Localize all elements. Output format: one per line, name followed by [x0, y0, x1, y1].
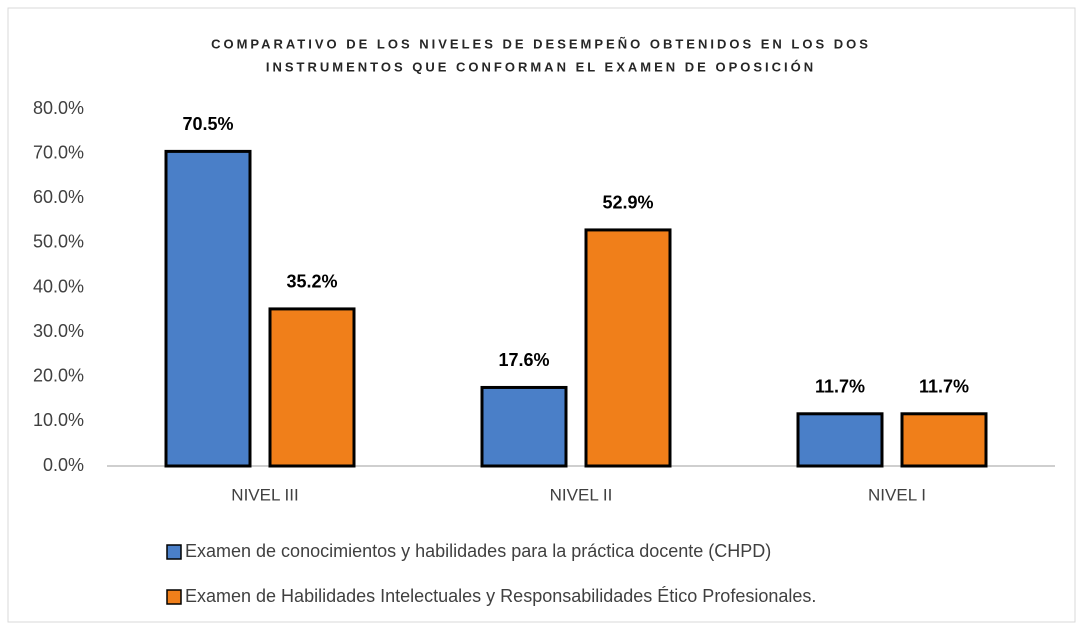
- y-tick-label: 10.0%: [33, 410, 84, 430]
- y-tick-label: 60.0%: [33, 187, 84, 207]
- legend-swatch: [166, 589, 182, 605]
- y-tick-label: 70.0%: [33, 142, 84, 162]
- legend-swatch: [166, 544, 182, 560]
- legend-label: Examen de Habilidades Intelectuales y Re…: [185, 586, 816, 606]
- data-label: 52.9%: [602, 193, 653, 213]
- legend-label: Examen de conocimientos y habilidades pa…: [185, 541, 771, 561]
- x-tick-label: NIVEL III: [231, 485, 298, 504]
- bar: [480, 385, 568, 468]
- bar: [164, 149, 252, 468]
- x-tick-label: NIVEL I: [868, 485, 926, 504]
- bar: [584, 228, 672, 468]
- data-label: 35.2%: [286, 272, 337, 292]
- chart-title: COMPARATIVO DE LOS NIVELES DE DESEMPEÑO …: [211, 36, 871, 51]
- chart-title: INSTRUMENTOS QUE CONFORMAN EL EXAMEN DE …: [266, 59, 816, 74]
- y-tick-label: 80.0%: [33, 98, 84, 118]
- bar: [268, 307, 356, 468]
- bar: [900, 412, 988, 468]
- data-label: 11.7%: [919, 377, 969, 397]
- x-tick-label: NIVEL II: [550, 485, 613, 504]
- y-tick-label: 40.0%: [33, 276, 84, 296]
- y-tick-label: 20.0%: [33, 366, 84, 386]
- bar: [796, 412, 884, 468]
- data-label: 11.7%: [815, 377, 865, 397]
- y-tick-label: 30.0%: [33, 321, 84, 341]
- y-tick-label: 0.0%: [43, 455, 84, 475]
- data-label: 17.6%: [498, 350, 549, 370]
- y-tick-label: 50.0%: [33, 232, 84, 252]
- data-label: 70.5%: [182, 114, 233, 134]
